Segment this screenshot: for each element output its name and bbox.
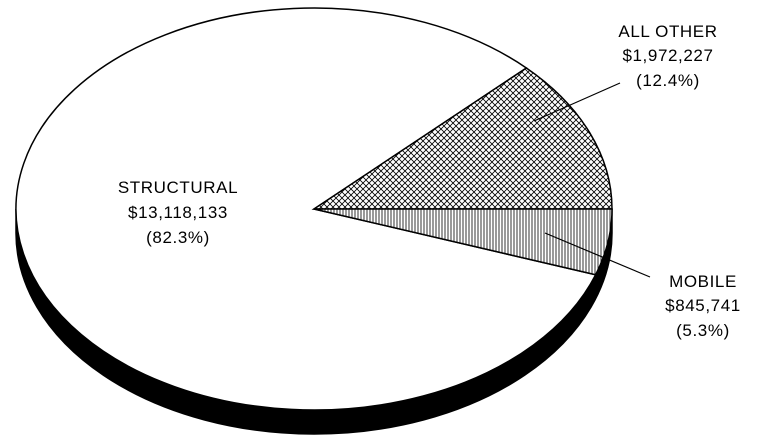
leader-line-mobile [544,232,651,278]
leader-line-all-other [533,82,621,122]
slice-label-structural-amount: $13,118,133 [128,203,228,222]
slice-label-mobile-percent: (5.3%) [676,321,730,340]
slice-label-structural-percent: (82.3%) [146,228,210,247]
slice-label-all-other-category: ALL OTHER [618,22,717,41]
slice-label-all-other-amount: $1,972,227 [622,46,713,65]
pie-slice-all-other [311,67,613,210]
pie-slice-mobile [313,208,613,276]
slice-label-all-other-percent: (12.4%) [636,71,700,90]
slice-label-mobile-amount: $845,741 [665,296,741,315]
slice-label-mobile-category: MOBILE [669,272,737,291]
slice-label-structural-category: STRUCTURAL [118,178,238,197]
pie-slice-structural [15,7,597,411]
